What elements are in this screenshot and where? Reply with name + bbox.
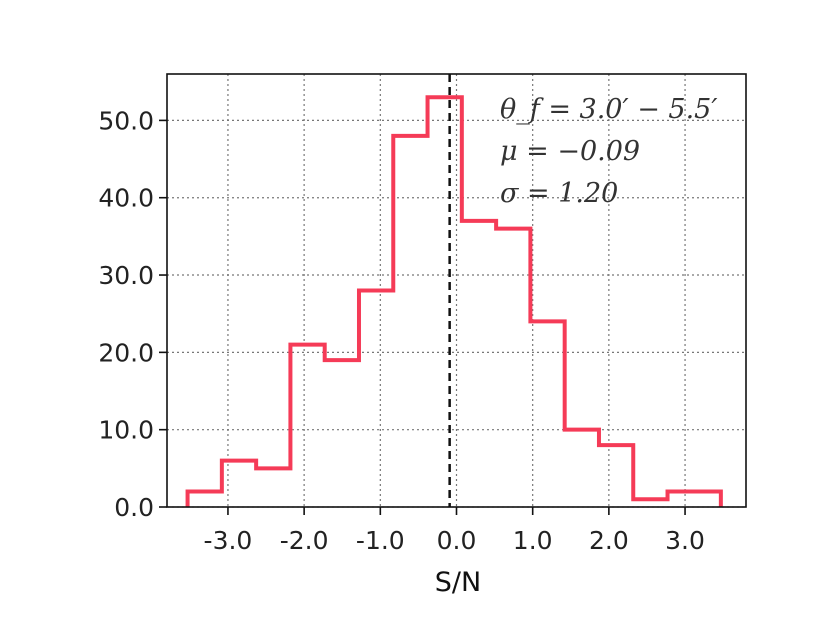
y-tick-label: 0.0 [114,493,154,522]
grid-lines [167,74,746,508]
x-axis-label: S/N [435,567,481,598]
x-tick-label: 1.0 [513,526,553,555]
y-tick-label: 20.0 [98,338,154,367]
annotation-theta: θ_f = 3.0′ − 5.5′ [500,94,717,125]
x-tick-label: 2.0 [589,526,629,555]
y-tick-label: 30.0 [98,261,154,290]
x-tick-label: -3.0 [204,526,253,555]
stats-annotation: θ_f = 3.0′ − 5.5′ μ = −0.09 σ = 1.20 [500,94,717,209]
y-tick-label: 10.0 [98,416,154,445]
histogram-step-line [185,95,723,507]
x-tick-label: 0.0 [437,526,477,555]
y-tick-label: 50.0 [98,106,154,135]
annotation-sigma: σ = 1.20 [500,178,618,209]
y-tick-label: 40.0 [98,184,154,213]
axis-ticks: -3.0 -2.0 -1.0 0.0 1.0 2.0 3.0 0.0 10.0 20.0 30.0 4… [98,106,705,555]
x-tick-label: -1.0 [356,526,405,555]
x-tick-label: -2.0 [280,526,329,555]
x-tick-label: 3.0 [665,526,705,555]
annotation-mu: μ = −0.09 [500,136,640,167]
